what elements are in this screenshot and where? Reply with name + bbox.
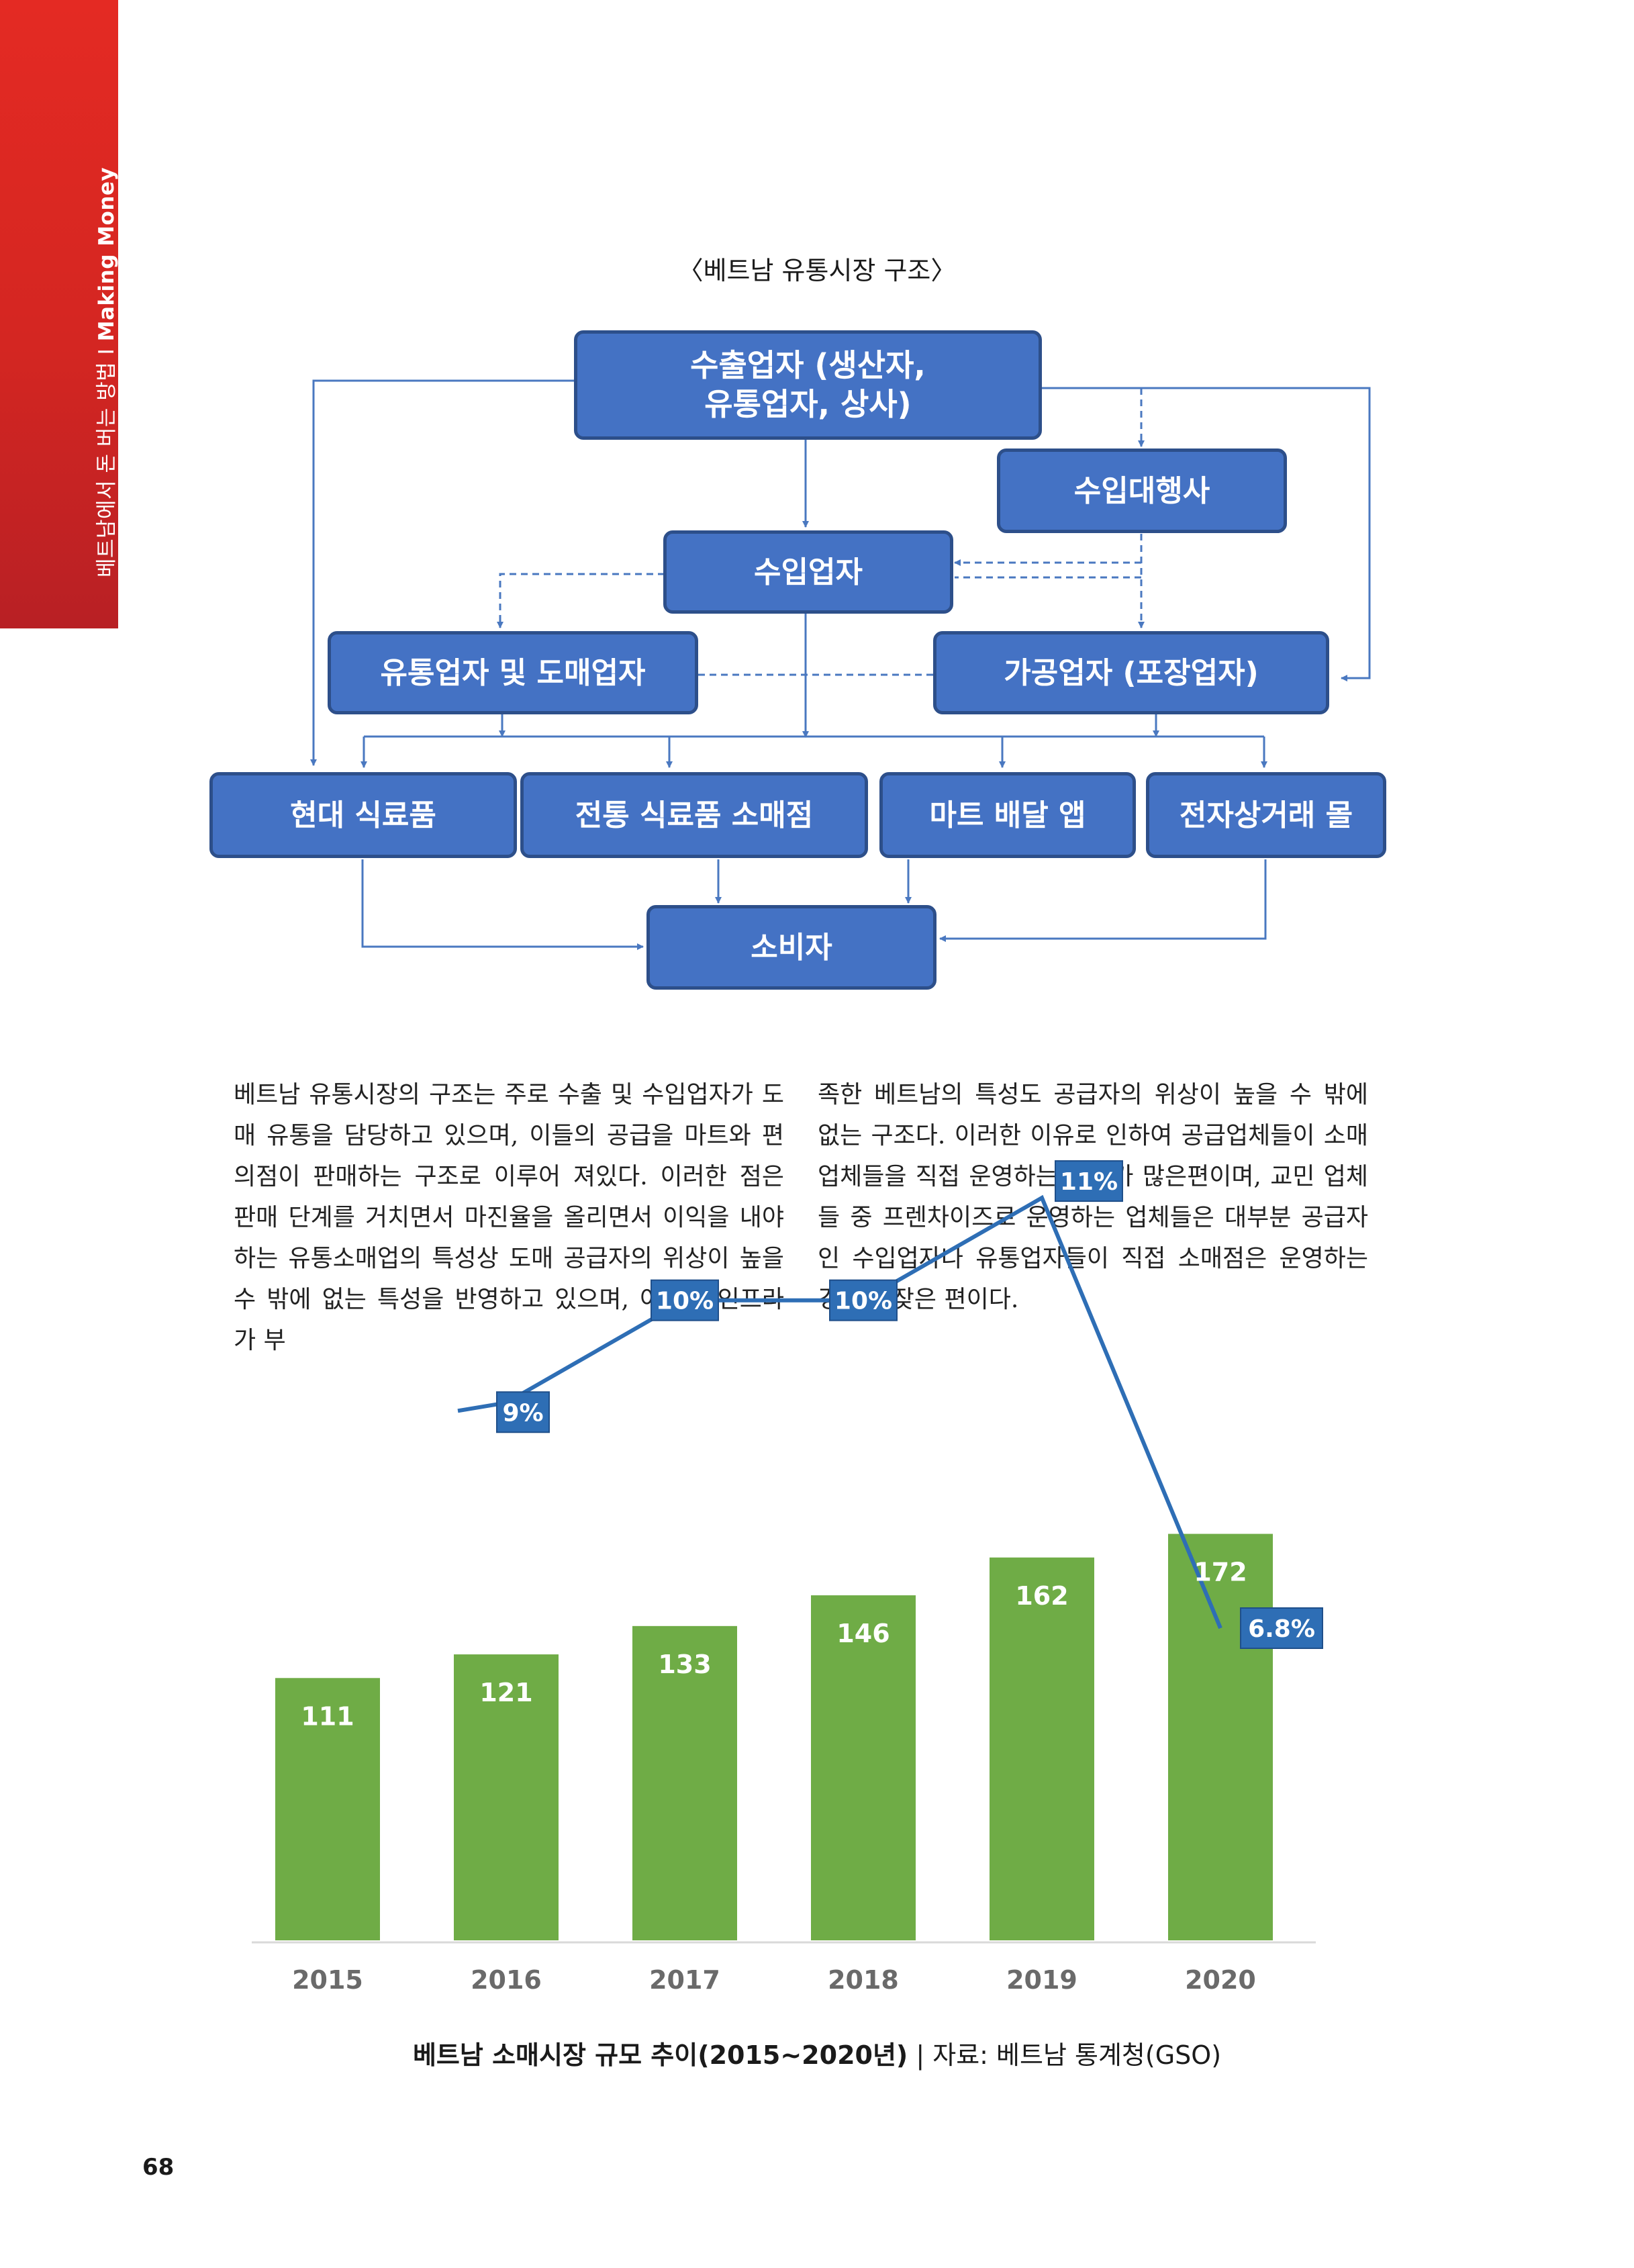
node-ecommerce: 전자상거래 몰 (1146, 772, 1386, 858)
chart-growth-marker (1240, 1607, 1323, 1649)
edge-modern-to-consumer (361, 859, 644, 950)
node-mart-delivery: 마트 배달 앱 (879, 772, 1136, 858)
chart-x-tick-label: 2020 (1185, 1965, 1256, 1995)
node-exporter-line1: 수출업자 (생산자, (690, 347, 926, 383)
diagram-title: 〈베트남 유통시장 구조〉 (677, 256, 957, 285)
chart-bar-label: 146 (836, 1619, 890, 1648)
chart-growth-marker (651, 1279, 719, 1321)
chart-bar (275, 1678, 380, 1940)
chart-growth-marker (496, 1391, 550, 1433)
chart-bar (454, 1654, 559, 1940)
chart-growth-marker (829, 1279, 898, 1321)
node-consumer: 소비자 (646, 905, 936, 990)
chart-caption: 베트남 소매시장 규모 추이(2015~2020년) | 자료: 베트남 통계청… (0, 2034, 1634, 2071)
chart-bar-label: 133 (658, 1650, 711, 1679)
chart-bar-label: 111 (301, 1701, 354, 1731)
chart-bar-label: 121 (479, 1678, 532, 1707)
node-distributor: 유통업자 및 도매업자 (328, 631, 698, 714)
chart-bar (811, 1595, 916, 1940)
flow-diagram-connectors (310, 379, 1371, 950)
node-import-agent: 수입대행사 (997, 448, 1287, 533)
edge-exporter-to-modern (310, 379, 574, 766)
chart-growth-label: 10% (656, 1288, 714, 1315)
chart-x-tick-label: 2017 (649, 1965, 720, 1995)
chart-growth-label: 9% (502, 1399, 543, 1427)
chart-x-tick-label: 2016 (471, 1965, 542, 1995)
chart-bar-label: 162 (1015, 1581, 1068, 1611)
chart-bar (632, 1625, 737, 1940)
node-modern-grocery: 현대 식료품 (209, 772, 517, 858)
section-side-tab (0, 0, 118, 628)
chart-growth-label: 6.8% (1248, 1615, 1315, 1643)
chart-growth-line (457, 1194, 1222, 1629)
node-traditional-grocery: 전통 식료품 소매점 (520, 772, 868, 858)
chart-caption-source: 자료: 베트남 통계청(GSO) (932, 2040, 1222, 2070)
chart-x-tick-label: 2015 (292, 1965, 363, 1995)
edge-exporter-to-processor (1041, 387, 1371, 681)
page-number: 68 (142, 2154, 175, 2181)
chart-x-tick-label: 2018 (828, 1965, 899, 1995)
node-importer: 수입업자 (663, 530, 953, 614)
chart-caption-sep: | (908, 2040, 933, 2070)
edge-ecommerce-to-consumer (939, 859, 1267, 942)
chart-bar-label: 172 (1194, 1558, 1247, 1587)
body-text-left: 베트남 유통시장의 구조는 주로 수출 및 수입업자가 도매 유통을 담당하고 … (234, 1081, 784, 1354)
chart-bar (1168, 1533, 1273, 1940)
chart-caption-main: 베트남 소매시장 규모 추이(2015~2020년) (412, 2040, 908, 2070)
node-exporter: 수출업자 (생산자, 유통업자, 상사) (574, 330, 1042, 440)
chart-growth-marker (1055, 1160, 1123, 1202)
edge-importer-to-distributor (497, 573, 665, 628)
chart-growth-label: 11% (1060, 1168, 1118, 1196)
chart-x-tick-label: 2019 (1006, 1965, 1077, 1995)
node-exporter-line2: 유통업자, 상사) (704, 385, 912, 422)
node-processor: 가공업자 (포장업자) (933, 631, 1329, 714)
chart-growth-label: 10% (834, 1288, 892, 1315)
chart-bar (990, 1557, 1094, 1940)
